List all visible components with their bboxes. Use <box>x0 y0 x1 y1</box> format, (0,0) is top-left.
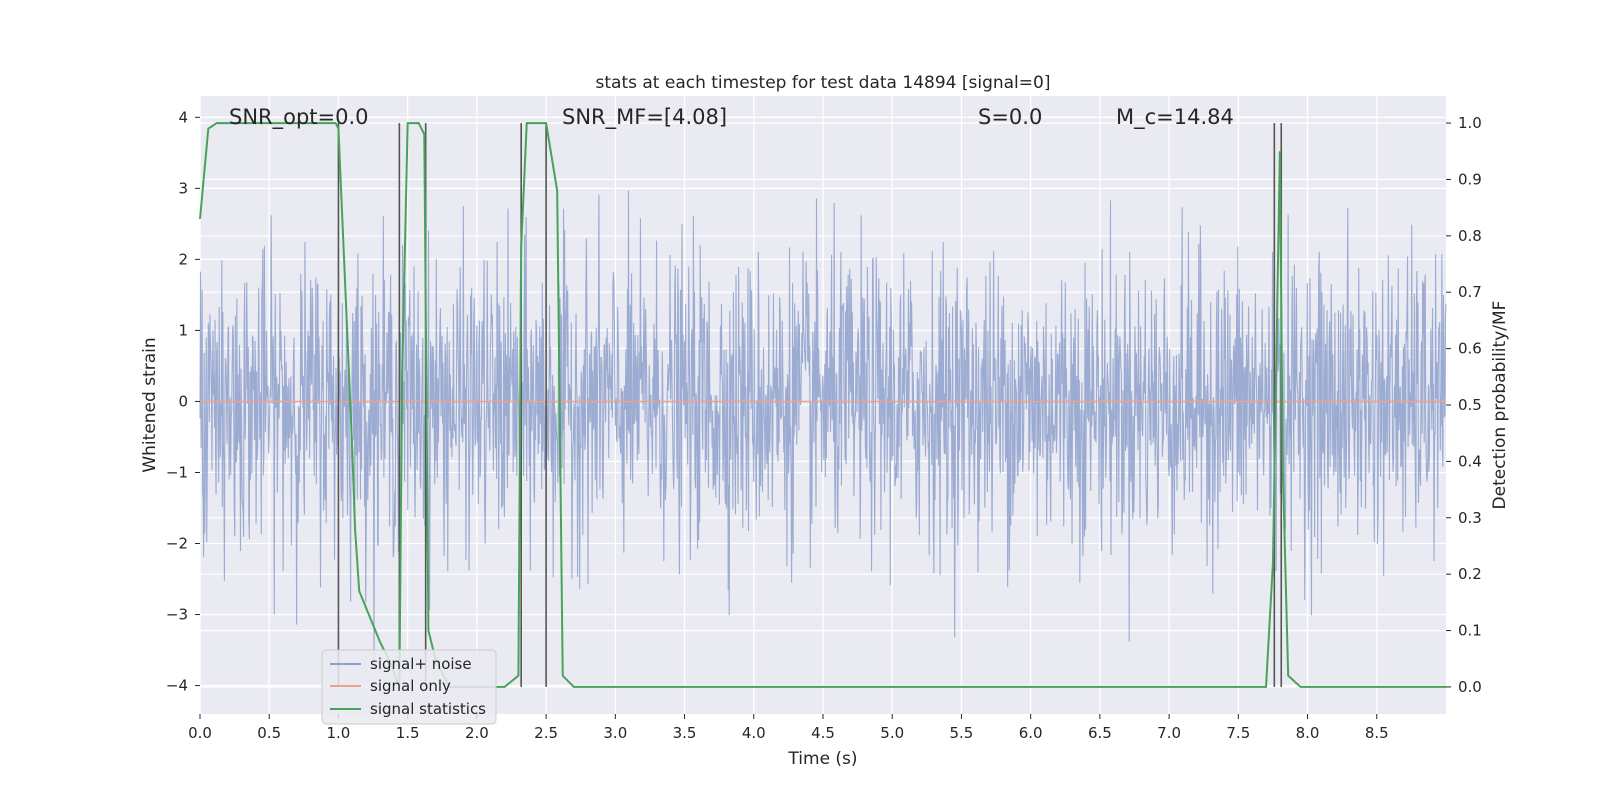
y-tick-label: 2 <box>178 250 188 268</box>
x-tick-label: 3.0 <box>603 724 627 742</box>
signal-statistics-line <box>199 122 1446 688</box>
y-right-tick-label: 1.0 <box>1458 114 1482 132</box>
y-tick-label: −4 <box>166 677 188 695</box>
x-tick-label: 7.5 <box>1226 724 1250 742</box>
x-tick-label: 8.5 <box>1365 724 1389 742</box>
y-tick-label: 0 <box>178 392 188 410</box>
y-right-tick-label: 0.0 <box>1458 678 1482 696</box>
y-right-tick-label: 0.1 <box>1458 622 1482 640</box>
signal-noise-line <box>199 190 1447 669</box>
y-axis-label: Whitened strain <box>140 337 160 472</box>
x-tick-label: 5.5 <box>950 724 974 742</box>
x-tick-label: 2.0 <box>465 724 489 742</box>
y-right-tick-label: 0.3 <box>1458 509 1482 527</box>
axes: 0.0 0.5 1.0 1.5 2.0 2.5 3.0 3.5 4.0 4.5 5.0 5.5 6.0 6… <box>166 108 1482 742</box>
x-axis-label: Time (s) <box>787 749 857 769</box>
legend-label-signal-only: signal only <box>370 677 451 695</box>
legend-label-signal-noise: signal+ noise <box>370 655 472 673</box>
annotation-snr-opt: SNR_opt=0.0 <box>229 105 369 130</box>
y-right-tick-label: 0.6 <box>1458 340 1482 358</box>
x-tick-label: 3.5 <box>673 724 697 742</box>
y-right-tick-label: 0.7 <box>1458 283 1482 301</box>
y-tick-label: −2 <box>166 535 188 553</box>
y-right-tick-label: 0.2 <box>1458 565 1482 583</box>
chart-title: stats at each timestep for test data 148… <box>596 73 1051 93</box>
y-right-tick-label: 0.5 <box>1458 396 1482 414</box>
x-tick-label: 7.0 <box>1157 724 1181 742</box>
x-tick-label: 1.0 <box>327 724 351 742</box>
annotation-s: S=0.0 <box>978 105 1042 129</box>
x-tick-label: 1.5 <box>396 724 420 742</box>
y-tick-label: 1 <box>178 321 188 339</box>
signal-noise-series <box>199 190 1447 669</box>
legend-label-signal-statistics: signal statistics <box>370 700 486 718</box>
y-right-tick-label: 0.4 <box>1458 452 1482 470</box>
y-tick-label: −1 <box>166 463 188 481</box>
annotation-snr-mf: SNR_MF=[4.08] <box>562 105 727 130</box>
x-tick-label: 0.0 <box>188 724 212 742</box>
x-tick-label: 8.0 <box>1296 724 1320 742</box>
annotation-mc: M_c=14.84 <box>1116 105 1234 130</box>
x-tick-label: 4.5 <box>811 724 835 742</box>
signal-statistics-series <box>199 122 1446 688</box>
x-tick-label: 0.5 <box>257 724 281 742</box>
y-tick-label: −3 <box>166 606 188 624</box>
y-tick-label: 4 <box>178 108 188 126</box>
legend: signal+ noise signal only signal statist… <box>321 649 497 725</box>
x-tick-label: 6.0 <box>1019 724 1043 742</box>
y-right-tick-label: 0.9 <box>1458 170 1482 188</box>
y-right-axis-label: Detection probability/MF <box>1490 301 1510 510</box>
x-tick-label: 2.5 <box>534 724 558 742</box>
x-tick-label: 4.0 <box>742 724 766 742</box>
x-tick-label: 5.0 <box>880 724 904 742</box>
y-right-tick-label: 0.8 <box>1458 227 1482 245</box>
x-tick-label: 6.5 <box>1088 724 1112 742</box>
y-tick-label: 3 <box>178 179 188 197</box>
legend-box <box>321 649 497 725</box>
